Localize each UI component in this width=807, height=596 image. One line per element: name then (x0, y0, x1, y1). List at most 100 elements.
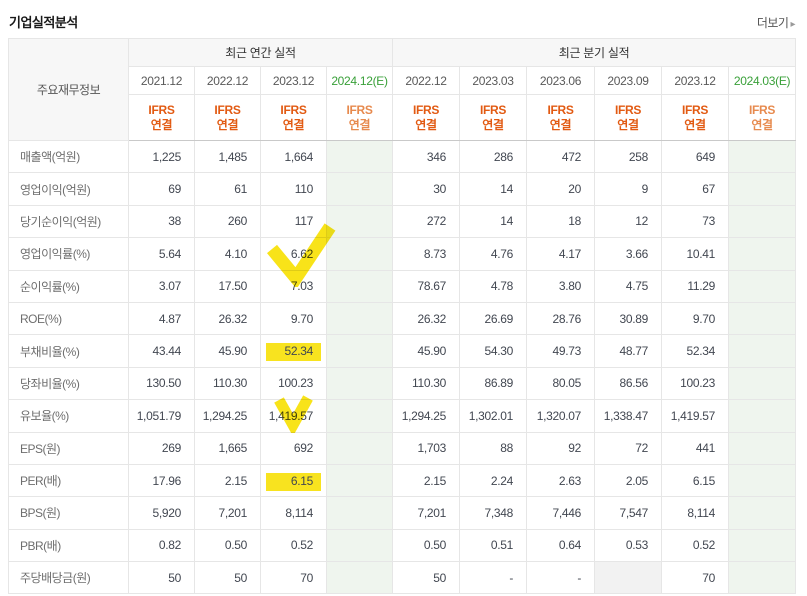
cell-value: 8.73 (423, 246, 447, 261)
cell-value: 18 (568, 214, 582, 229)
cell-value: 7,201 (218, 505, 247, 520)
row-label: 당기순이익(억원) (8, 204, 129, 239)
row-label: 유보율(%) (8, 399, 129, 433)
cell-value: 14 (500, 182, 514, 197)
cell-value: 8,114 (285, 505, 313, 520)
cell-value: 0.82 (158, 538, 181, 553)
value-cell: 0.51 (459, 528, 528, 563)
value-cell (325, 366, 394, 401)
ifrs-header-cell: IFRS 연결 (128, 94, 195, 141)
value-cell: 1,294.25 (194, 399, 261, 433)
cell-value: 9.70 (290, 311, 313, 326)
value-cell: 100.23 (661, 366, 730, 401)
annual-group-header: 최근 연간 실적 (127, 38, 394, 67)
value-cell: 1,320.07 (526, 399, 596, 433)
cell-value: 30 (433, 182, 447, 197)
value-cell: 258 (594, 139, 663, 174)
cell-value: 86.89 (484, 376, 514, 391)
cell-value: 69 (168, 182, 181, 197)
value-cell: 441 (661, 431, 730, 465)
cell-value: 441 (695, 441, 716, 456)
cell-value: 110.30 (212, 376, 247, 391)
cell-value: 4.78 (490, 279, 514, 294)
value-cell (728, 463, 797, 498)
value-cell: 88 (459, 431, 528, 465)
ifrs-header-row: IFRS 연결 IFRS 연결 IFRS 연결 IFRS 연결 IFRS 연결 IFRS 연결 IFRS… (9, 94, 797, 141)
value-cell: 49.73 (526, 334, 596, 368)
cell-value: 30.89 (619, 311, 649, 326)
value-cell (728, 301, 797, 336)
period-header-cell: 2022.12 (392, 66, 461, 95)
value-cell: 4.10 (194, 237, 261, 271)
cell-value: 17.50 (218, 279, 247, 294)
value-cell (325, 301, 394, 336)
value-cell: 18 (526, 204, 596, 239)
value-cell (325, 269, 394, 303)
cell-value: 72 (635, 441, 649, 456)
cell-value: 8,114 (687, 505, 716, 520)
value-cell: 2.24 (459, 463, 528, 498)
value-cell: 1,225 (128, 139, 195, 174)
ifrs-header-cell: IFRS 연결 (392, 94, 461, 141)
value-cell (728, 334, 797, 368)
row-label: 영업이익(억원) (8, 172, 129, 206)
financial-performance-table: 주요재무정보 최근 연간 실적 최근 분기 실적 2021.12 2022.12 2… (8, 38, 797, 595)
row-label: 주당배당금(원) (8, 561, 129, 595)
value-cell: 52.34 (260, 334, 327, 368)
value-cell: 100.23 (260, 366, 327, 401)
cell-value: 70 (702, 570, 716, 585)
value-cell: 110.30 (194, 366, 261, 401)
value-cell: 1,338.47 (594, 399, 663, 433)
value-cell (325, 431, 394, 465)
cell-value: 1,302.01 (468, 408, 514, 423)
more-link[interactable]: 더보기 ▸ (757, 14, 796, 31)
value-cell: 86.89 (459, 366, 528, 401)
cell-value: 272 (426, 214, 447, 229)
value-cell: 2.05 (594, 463, 663, 498)
cell-value: 52.34 (686, 344, 716, 359)
value-cell: 130.50 (128, 366, 195, 401)
value-cell (325, 237, 394, 271)
cell-value: 49.73 (552, 344, 582, 359)
value-cell: 7,348 (459, 496, 528, 530)
cell-value: 1,419.57 (268, 408, 314, 423)
value-cell: 5.64 (128, 237, 195, 271)
cell-value: 0.50 (224, 538, 247, 553)
value-cell (728, 237, 797, 271)
value-cell (728, 561, 797, 595)
value-cell: 649 (661, 139, 730, 174)
value-cell: 2.15 (194, 463, 261, 498)
value-cell (728, 528, 797, 563)
cell-value: 6.15 (692, 473, 716, 488)
cell-value: 100.23 (278, 376, 313, 391)
row-label: 부채비율(%) (8, 334, 129, 368)
value-cell: 1,664 (260, 139, 327, 174)
cell-value: 4.10 (224, 246, 247, 261)
cell-value: 3.66 (625, 246, 649, 261)
cell-value: 26.32 (417, 311, 447, 326)
cell-value: 50 (234, 570, 247, 585)
value-cell: 45.90 (392, 334, 461, 368)
value-cell: 7,201 (392, 496, 461, 530)
value-cell: - (526, 561, 596, 595)
cell-value: 1,294.25 (202, 408, 248, 423)
ifrs-header-cell: IFRS 연결 (728, 94, 797, 141)
row-label: EPS(원) (8, 431, 129, 465)
row-label: PER(배) (8, 463, 129, 498)
cell-value: 2.63 (558, 473, 582, 488)
value-cell (325, 496, 394, 530)
table-row: 주당배당금(원) 50 50 70 50 - - 70 (8, 561, 797, 595)
cell-value: 43.44 (152, 344, 181, 359)
value-cell (325, 204, 394, 239)
row-label: 순이익률(%) (8, 269, 129, 303)
value-cell: 3.66 (594, 237, 663, 271)
table-row: BPS(원) 5,920 7,201 8,114 7,201 7,348 7,446 7,54… (8, 496, 797, 530)
value-cell: 54.30 (459, 334, 528, 368)
value-cell: 12 (594, 204, 663, 239)
value-cell: 269 (128, 431, 195, 465)
cell-value: 6.62 (290, 246, 313, 261)
value-cell: 6.62 (260, 223, 336, 288)
value-cell: 4.87 (128, 301, 195, 336)
cell-value: 269 (161, 441, 181, 456)
cell-value: 1,664 (284, 149, 313, 164)
